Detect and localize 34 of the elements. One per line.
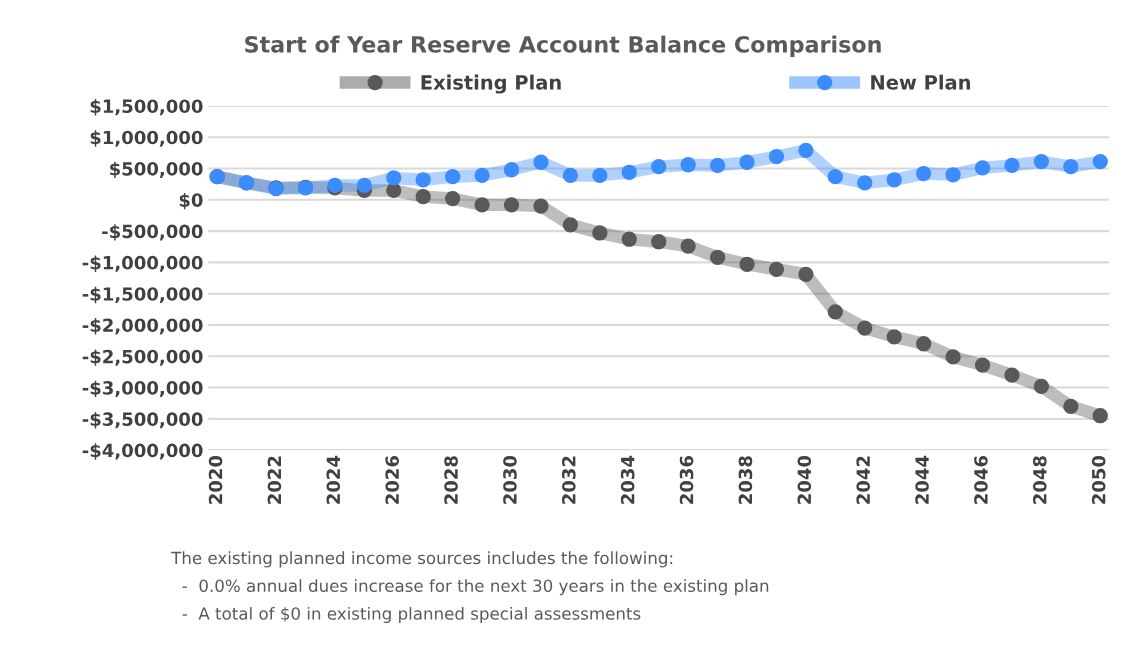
x-tick-label: 2048 <box>1032 456 1047 504</box>
x-tick-label: 2036 <box>679 455 694 504</box>
x-tick-label: 2028 <box>444 456 458 504</box>
chart-title: Start of Year Reserve Account Balance Comparison <box>245 35 881 58</box>
x-tick-label: 2032 <box>561 456 576 504</box>
x-tick-label: 2050 <box>1091 455 1106 504</box>
text: - 0.0% annual dues increase for the next 30 years in the existing plan <box>182 579 769 596</box>
x-tick-label: 2024 <box>326 455 341 504</box>
y-tick-label: -$500,000 <box>102 224 203 241</box>
x-tick-label: 2042 <box>856 456 871 504</box>
x-tick-label: 2020 <box>208 455 223 504</box>
x-tick-label: 2044 <box>915 455 929 504</box>
x-tick-label: 2026 <box>385 455 400 504</box>
legend-label: Existing Plan <box>421 74 561 94</box>
y-tick-label: -$1,000,000 <box>82 255 203 272</box>
y-tick-label: -$2,000,000 <box>82 318 203 335</box>
x-tick-label: 2040 <box>797 455 812 504</box>
y-tick-label: -$1,500,000 <box>82 286 203 304</box>
text: The existing planned income sources includes the following: <box>171 551 673 568</box>
y-tick-label: -$3,500,000 <box>82 412 203 429</box>
y-tick-label: $500,000 <box>110 161 203 179</box>
x-tick-label: 2030 <box>503 455 517 504</box>
y-tick-label: -$2,500,000 <box>82 349 203 366</box>
y-tick-label: $1,500,000 <box>90 99 203 116</box>
text: - A total of $0 in existing planned special assessments <box>182 606 641 624</box>
y-tick-label: -$3,000,000 <box>82 380 203 398</box>
y-tick-label: -$4,000,000 <box>82 443 203 460</box>
x-tick-label: 2046 <box>974 455 988 504</box>
x-tick-label: 2034 <box>620 455 635 504</box>
legend-label: New Plan <box>871 74 970 90</box>
x-tick-label: 2038 <box>738 456 753 504</box>
y-tick-label: $0 <box>179 192 203 210</box>
y-tick-label: $1,000,000 <box>90 130 203 147</box>
x-tick-label: 2022 <box>267 456 282 504</box>
